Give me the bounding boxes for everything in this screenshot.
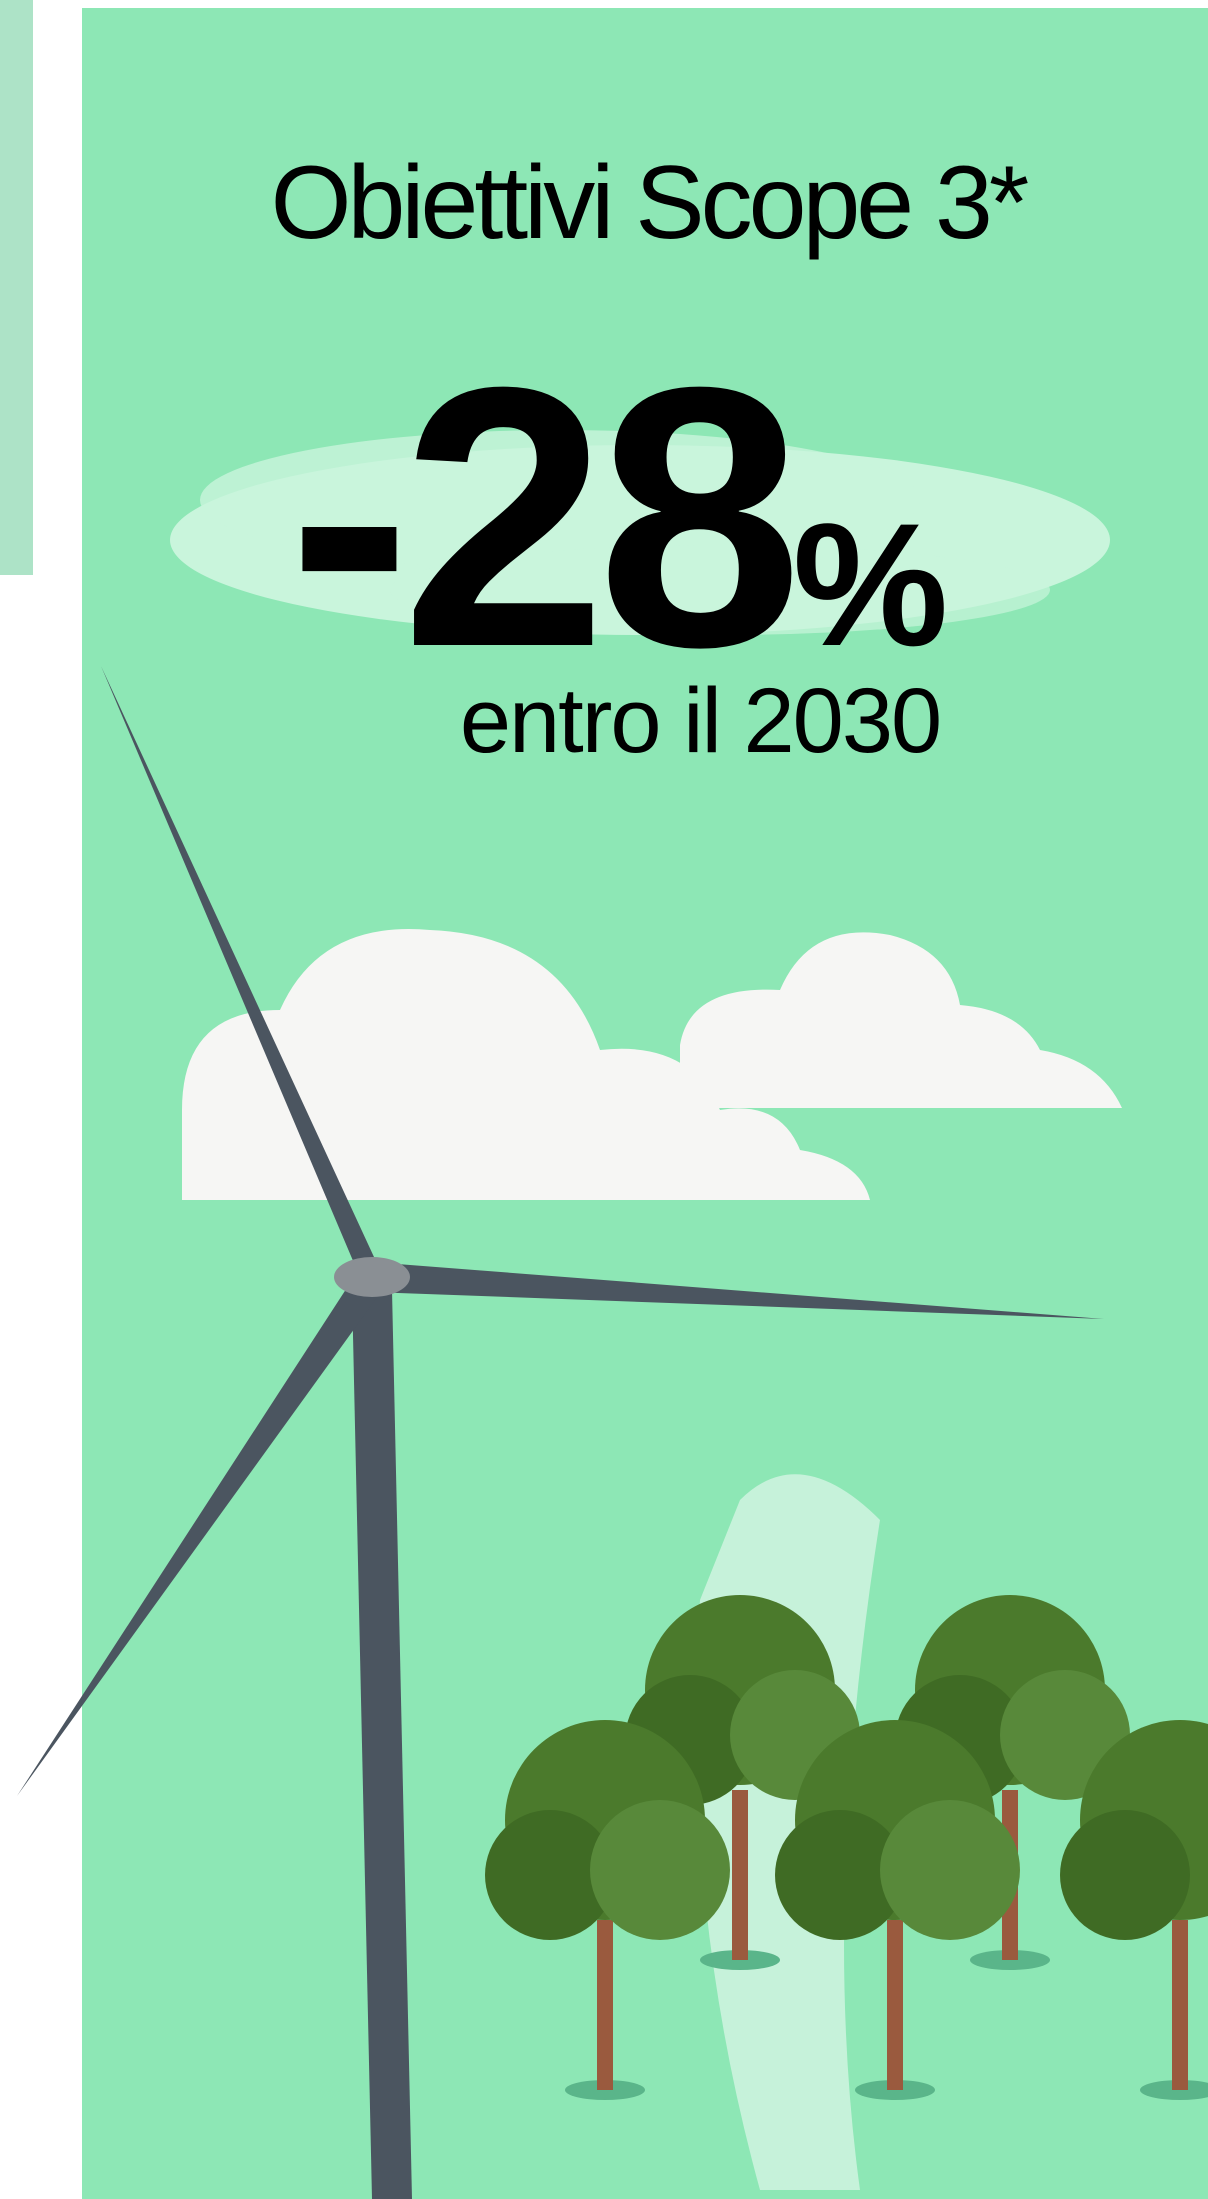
infographic: Obiettivi Scope 3* -28% entro il 2030 — [0, 0, 1208, 2199]
figure-number: -28 — [288, 311, 794, 724]
hub — [334, 1257, 410, 1297]
figure-unit: % — [793, 488, 949, 683]
page: {"title": "Obiettivi Scope 3*", "figure"… — [0, 0, 1208, 2199]
title: Obiettivi Scope 3* — [271, 145, 1028, 261]
side-strip — [0, 0, 33, 575]
subtitle: entro il 2030 — [460, 670, 940, 772]
